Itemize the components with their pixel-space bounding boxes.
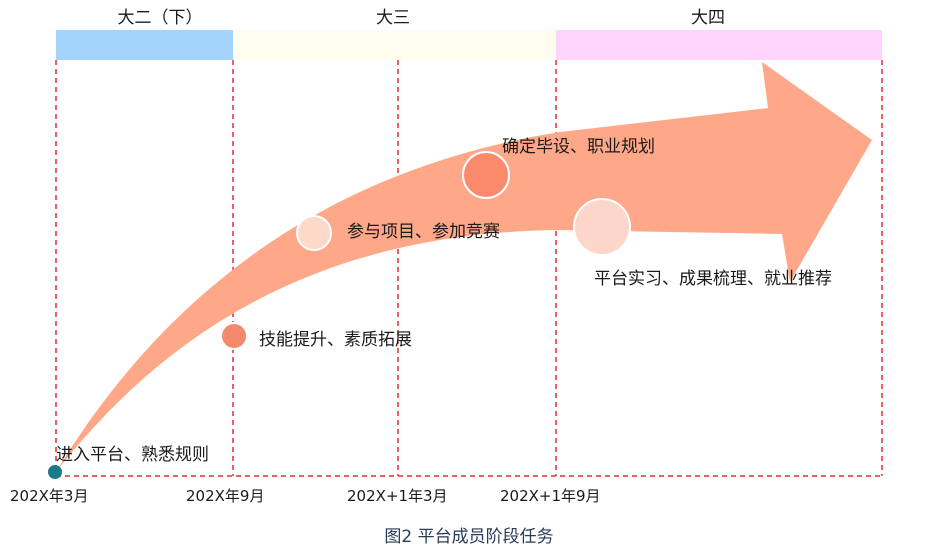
milestone-dot-5 (573, 198, 631, 256)
year-label-1: 大二（下） (117, 8, 203, 28)
milestone-dot-3 (296, 215, 332, 251)
year-band-1 (56, 30, 233, 60)
year-label-2: 大三 (376, 8, 410, 28)
date-label-1: 202X年3月 (10, 487, 89, 505)
milestone-label-5: 平台实习、成果梳理、就业推荐 (594, 269, 832, 289)
date-label-4: 202X+1年9月 (500, 487, 601, 505)
milestone-dot-2 (220, 322, 248, 350)
year-label-3: 大四 (691, 8, 725, 28)
milestone-dot-4 (462, 151, 510, 199)
year-band-3 (556, 30, 882, 60)
figure-caption: 图2 平台成员阶段任务 (384, 527, 554, 547)
date-label-2: 202X年9月 (186, 487, 265, 505)
milestone-label-4: 确定毕设、职业规划 (502, 137, 655, 157)
milestone-label-2: 技能提升、素质拓展 (259, 330, 412, 350)
dashed-grid (55, 60, 883, 477)
milestone-dot-1 (48, 465, 62, 479)
milestone-label-3: 参与项目、参加竞赛 (347, 222, 500, 242)
progress-arrow (56, 62, 872, 472)
year-band-2 (233, 30, 556, 60)
milestone-label-1: 进入平台、熟悉规则 (56, 445, 209, 465)
date-label-3: 202X+1年3月 (347, 487, 448, 505)
